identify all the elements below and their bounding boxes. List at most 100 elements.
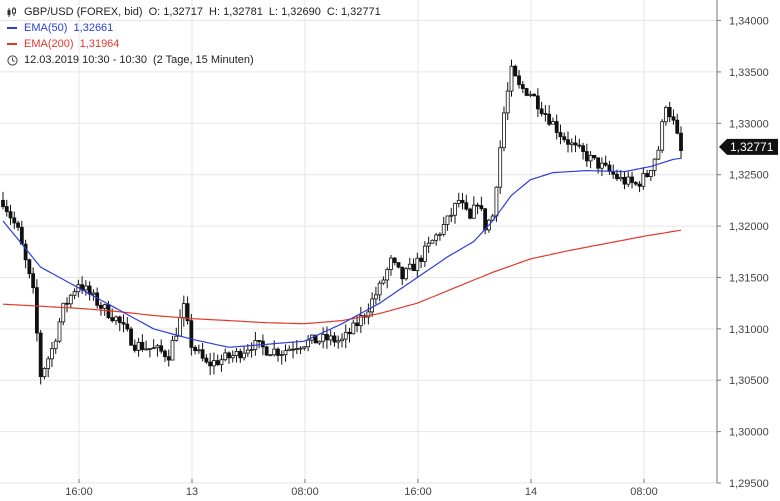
candle-body <box>302 346 307 349</box>
candle-body <box>592 154 597 159</box>
candlestick-icon[interactable] <box>6 6 18 18</box>
candle-body <box>234 350 239 356</box>
close-value: 1,32771 <box>340 6 381 18</box>
candle-body <box>336 340 341 343</box>
candle-body <box>494 186 499 217</box>
grid <box>0 0 717 484</box>
close-label: C: <box>326 6 338 18</box>
candle-body <box>193 346 198 352</box>
y-tick-label: 1,33000 <box>729 118 769 130</box>
candle-body <box>468 208 472 219</box>
candle-body <box>50 348 54 360</box>
candle-body <box>641 173 646 187</box>
candle-body <box>615 173 619 180</box>
candle-body <box>68 294 73 305</box>
candle-body <box>400 266 405 280</box>
candle-body <box>291 348 295 351</box>
candle-body <box>373 294 378 300</box>
candle-body <box>219 359 224 366</box>
ema200-line <box>2 229 682 325</box>
candle-body <box>102 304 107 309</box>
candle-body <box>479 205 484 210</box>
range-row: 12.03.2019 10:30 - 10:30 (2 Tage, 15 Min… <box>6 52 381 68</box>
candle-body <box>562 136 567 141</box>
candle-body <box>648 169 653 177</box>
ema50-label: EMA(50) <box>24 22 68 34</box>
candle-body <box>426 242 431 247</box>
y-tick-label: 1,31500 <box>729 272 769 284</box>
x-tick-label: 14 <box>525 486 537 498</box>
axes: 1,34000 1,33500 1,33000 1,32500 1,32000 1,315… <box>65 0 778 498</box>
candle-body <box>91 292 96 295</box>
ema50-swatch <box>7 27 17 29</box>
candle-body <box>483 208 488 231</box>
candle-body <box>170 339 175 361</box>
candle-body <box>38 332 43 378</box>
candle-body <box>189 320 194 348</box>
candle-body <box>129 328 133 346</box>
candle-body <box>16 222 20 228</box>
y-tick-label: 1,32500 <box>729 170 769 182</box>
ema200-value: 1,31964 <box>79 38 120 50</box>
candle-body <box>140 341 145 350</box>
candle-body <box>377 282 382 296</box>
candle-body <box>366 311 371 318</box>
x-tick-label: 16:00 <box>65 486 93 498</box>
candle-body <box>1 199 5 207</box>
candle-body <box>630 176 634 183</box>
candle-body <box>42 368 47 378</box>
ema50-row[interactable]: EMA(50) 1,32661 <box>6 20 381 36</box>
candle-body <box>99 304 103 309</box>
candle-body <box>53 340 58 350</box>
candle-body <box>389 257 393 270</box>
last-price-label: 1,32771 <box>730 140 774 154</box>
candle-body <box>588 154 593 162</box>
candle-body <box>159 345 164 352</box>
y-tick-label: 1,32000 <box>729 221 769 233</box>
candle-body <box>347 331 352 335</box>
candle-body <box>212 360 216 367</box>
candle-body <box>422 245 427 262</box>
open-label: O: <box>148 6 161 18</box>
candle-body <box>132 344 137 351</box>
candle-body <box>185 303 190 322</box>
chart-legend: GBP/USD (FOREX, bid) O: 1,32717 H: 1,327… <box>6 4 381 68</box>
x-tick-label: 13 <box>186 486 198 498</box>
candle-body <box>513 65 518 77</box>
clock-icon[interactable] <box>6 54 18 66</box>
candle-body <box>174 335 179 341</box>
candle-body <box>313 334 318 344</box>
candle-body <box>554 121 559 133</box>
candle-body <box>370 298 375 313</box>
candle-body <box>238 350 243 359</box>
candle-body <box>547 113 552 125</box>
candle-body <box>358 315 363 327</box>
candle-body <box>456 199 461 204</box>
y-tick-label: 1,33500 <box>729 67 769 79</box>
candle-body <box>196 349 201 352</box>
candle-body <box>114 316 118 322</box>
candle-body <box>660 121 665 151</box>
candle-body <box>524 88 529 96</box>
candle-body <box>61 302 66 323</box>
low-label: L: <box>268 6 279 18</box>
candle-body <box>532 93 536 97</box>
candle-body <box>223 352 228 361</box>
candle-body <box>415 257 420 272</box>
candle-body <box>65 302 69 305</box>
candle-body <box>449 214 454 217</box>
candle-body <box>573 142 578 146</box>
candle-body <box>12 217 17 224</box>
candle-body <box>528 93 533 96</box>
symbol-label: GBP/USD (FOREX, bid) <box>24 6 143 18</box>
candle-body <box>355 322 359 327</box>
x-tick-label: 08:00 <box>291 486 319 498</box>
ema200-row[interactable]: EMA(200) 1,31964 <box>6 36 381 52</box>
y-tick-label: 1,31000 <box>729 324 769 336</box>
candle-body <box>23 243 28 261</box>
candle-body <box>144 348 149 351</box>
candle-body <box>445 215 450 225</box>
candle-body <box>600 162 604 169</box>
candle-body <box>283 350 288 356</box>
